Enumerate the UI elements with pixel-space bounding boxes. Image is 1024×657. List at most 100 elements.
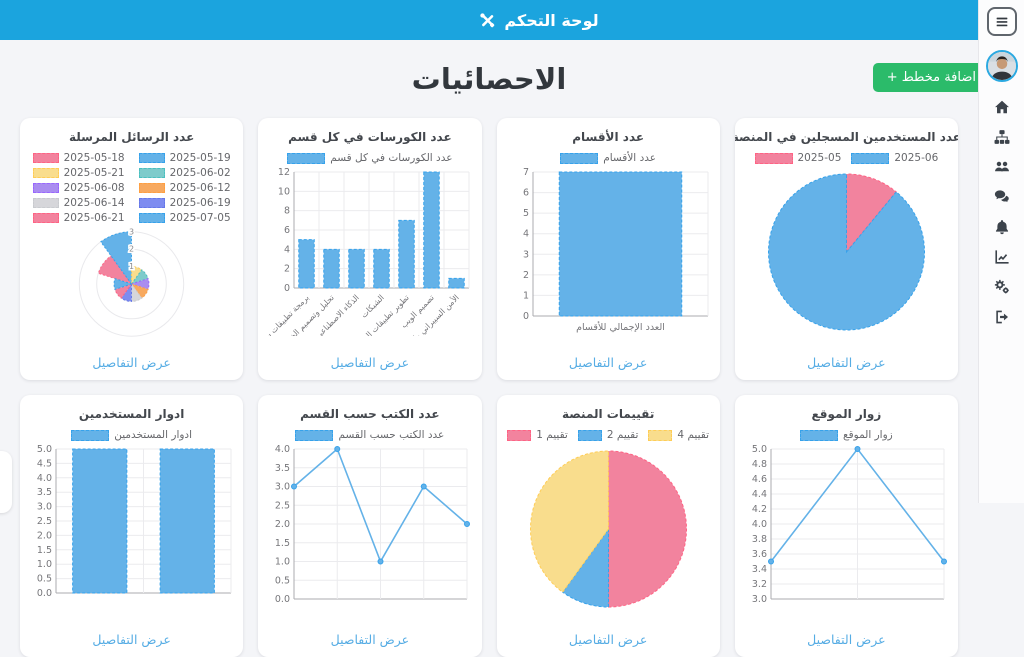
visitors-line-chart: 5.04.84.64.44.24.03.83.63.43.23.0 bbox=[741, 443, 952, 613]
svg-text:2.5: 2.5 bbox=[275, 500, 290, 511]
topbar: لوحة التحكم bbox=[0, 0, 978, 40]
add-chart-button[interactable]: اضافة مخطط + bbox=[873, 63, 990, 92]
chart-title: عدد الأقسام bbox=[572, 130, 644, 144]
nav-statistics[interactable] bbox=[992, 248, 1012, 266]
details-link[interactable]: عرض التفاصيل bbox=[807, 632, 885, 647]
legend-label: 2025-06-02 bbox=[170, 167, 231, 179]
legend-item[interactable]: 2025-06-21 bbox=[33, 212, 125, 224]
legend-item[interactable]: 2025-05-18 bbox=[33, 152, 125, 164]
legend-item[interactable]: 2025-06-08 bbox=[33, 182, 125, 194]
nav-sitemap[interactable] bbox=[992, 128, 1012, 146]
legend-label: تقييم 4 bbox=[677, 429, 709, 441]
legend-item[interactable]: 2025-07-05 bbox=[139, 212, 231, 224]
legend-swatch bbox=[851, 153, 889, 164]
sidebar bbox=[978, 0, 1024, 503]
nav-users[interactable] bbox=[992, 158, 1012, 176]
legend-swatch bbox=[33, 198, 59, 208]
legend-item[interactable]: ادوار المستخدمين bbox=[71, 429, 192, 441]
details-link[interactable]: عرض التفاصيل bbox=[331, 355, 409, 370]
svg-text:4.6: 4.6 bbox=[752, 474, 767, 485]
bar bbox=[424, 172, 440, 288]
details-link[interactable]: عرض التفاصيل bbox=[331, 632, 409, 647]
svg-text:1.5: 1.5 bbox=[37, 545, 52, 556]
svg-text:4.4: 4.4 bbox=[752, 489, 767, 500]
nav-settings[interactable] bbox=[992, 278, 1012, 296]
legend-label: 2025-07-05 bbox=[170, 212, 231, 224]
legend-item[interactable]: 2025-06 bbox=[851, 152, 938, 164]
chart-title: عدد الرسائل المرسلة bbox=[69, 130, 194, 144]
polar-tick-label: 1 bbox=[129, 262, 134, 271]
chart-line-icon bbox=[994, 249, 1010, 265]
chart-legend: تقييم 1 تقييم 2 تقييم 4 bbox=[507, 429, 709, 441]
details-link[interactable]: عرض التفاصيل bbox=[92, 632, 170, 647]
bar bbox=[73, 449, 127, 593]
nav-messages[interactable] bbox=[992, 188, 1012, 206]
legend-swatch bbox=[139, 198, 165, 208]
legend-item[interactable]: عدد الكتب حسب القسم bbox=[295, 429, 444, 441]
legend-item[interactable]: 2025-06-02 bbox=[139, 167, 231, 179]
legend-item[interactable]: تقييم 2 bbox=[578, 429, 639, 441]
legend-label: 2025-05 bbox=[798, 152, 842, 164]
legend-label: تقييم 1 bbox=[536, 429, 568, 441]
legend-item[interactable]: 2025-06-19 bbox=[139, 197, 231, 209]
svg-text:3.4: 3.4 bbox=[752, 564, 767, 575]
nav-home[interactable] bbox=[992, 98, 1012, 116]
data-point bbox=[378, 559, 383, 564]
svg-text:4: 4 bbox=[523, 229, 529, 240]
chart-legend: عدد الكتب حسب القسم bbox=[295, 429, 444, 441]
roles-bar-chart: 5.04.54.03.53.02.52.01.51.00.50.0 bbox=[26, 443, 237, 613]
svg-text:5.0: 5.0 bbox=[37, 444, 52, 455]
polar-tick-label: 2 bbox=[129, 245, 134, 254]
legend-swatch bbox=[287, 153, 325, 164]
legend-swatch bbox=[648, 430, 672, 441]
legend-item[interactable]: تقييم 1 bbox=[507, 429, 568, 441]
data-point bbox=[292, 484, 297, 489]
details-link[interactable]: عرض التفاصيل bbox=[92, 355, 170, 370]
svg-text:5: 5 bbox=[523, 208, 529, 219]
legend-swatch bbox=[800, 430, 838, 441]
legend-item[interactable]: 2025-06-12 bbox=[139, 182, 231, 194]
legend-item[interactable]: تقييم 4 bbox=[648, 429, 709, 441]
legend-item[interactable]: عدد الكورسات في كل قسم bbox=[287, 152, 452, 164]
bar bbox=[324, 249, 340, 288]
nav-notifications[interactable] bbox=[992, 218, 1012, 236]
legend-item[interactable]: 2025-06-14 bbox=[33, 197, 125, 209]
comments-icon bbox=[994, 189, 1010, 205]
legend-item[interactable]: 2025-05-19 bbox=[139, 152, 231, 164]
pie-slice bbox=[608, 451, 686, 607]
details-link[interactable]: عرض التفاصيل bbox=[569, 632, 647, 647]
svg-text:4.0: 4.0 bbox=[275, 444, 290, 455]
legend-item[interactable]: 2025-05 bbox=[755, 152, 842, 164]
data-point bbox=[335, 447, 340, 452]
details-link[interactable]: عرض التفاصيل bbox=[807, 355, 885, 370]
page-head: الاحصائيات bbox=[20, 40, 958, 118]
chart-legend: 2025-05 2025-06 bbox=[755, 152, 939, 164]
svg-text:3.0: 3.0 bbox=[752, 594, 767, 605]
menu-toggle-button[interactable] bbox=[987, 7, 1017, 36]
legend-item[interactable]: زوار الموقع bbox=[800, 429, 893, 441]
svg-text:1.5: 1.5 bbox=[275, 538, 290, 549]
legend-label: 2025-05-19 bbox=[170, 152, 231, 164]
svg-text:3.0: 3.0 bbox=[37, 502, 52, 513]
legend-label: 2025-06-19 bbox=[170, 197, 231, 209]
gears-icon bbox=[994, 279, 1010, 295]
data-point bbox=[941, 559, 946, 564]
legend-swatch bbox=[139, 153, 165, 163]
svg-text:4.2: 4.2 bbox=[752, 504, 767, 515]
avatar[interactable] bbox=[986, 50, 1018, 82]
svg-text:4.0: 4.0 bbox=[752, 519, 767, 530]
chart-legend: عدد الكورسات في كل قسم bbox=[287, 152, 452, 164]
legend-item[interactable]: عدد الأقسام bbox=[560, 152, 656, 164]
svg-text:0: 0 bbox=[523, 311, 529, 322]
legend-item[interactable]: 2025-05-21 bbox=[33, 167, 125, 179]
chart-legend: عدد الأقسام bbox=[560, 152, 656, 164]
details-link[interactable]: عرض التفاصيل bbox=[569, 355, 647, 370]
data-point bbox=[422, 484, 427, 489]
svg-text:2: 2 bbox=[284, 264, 290, 275]
nav-logout[interactable] bbox=[992, 308, 1012, 326]
